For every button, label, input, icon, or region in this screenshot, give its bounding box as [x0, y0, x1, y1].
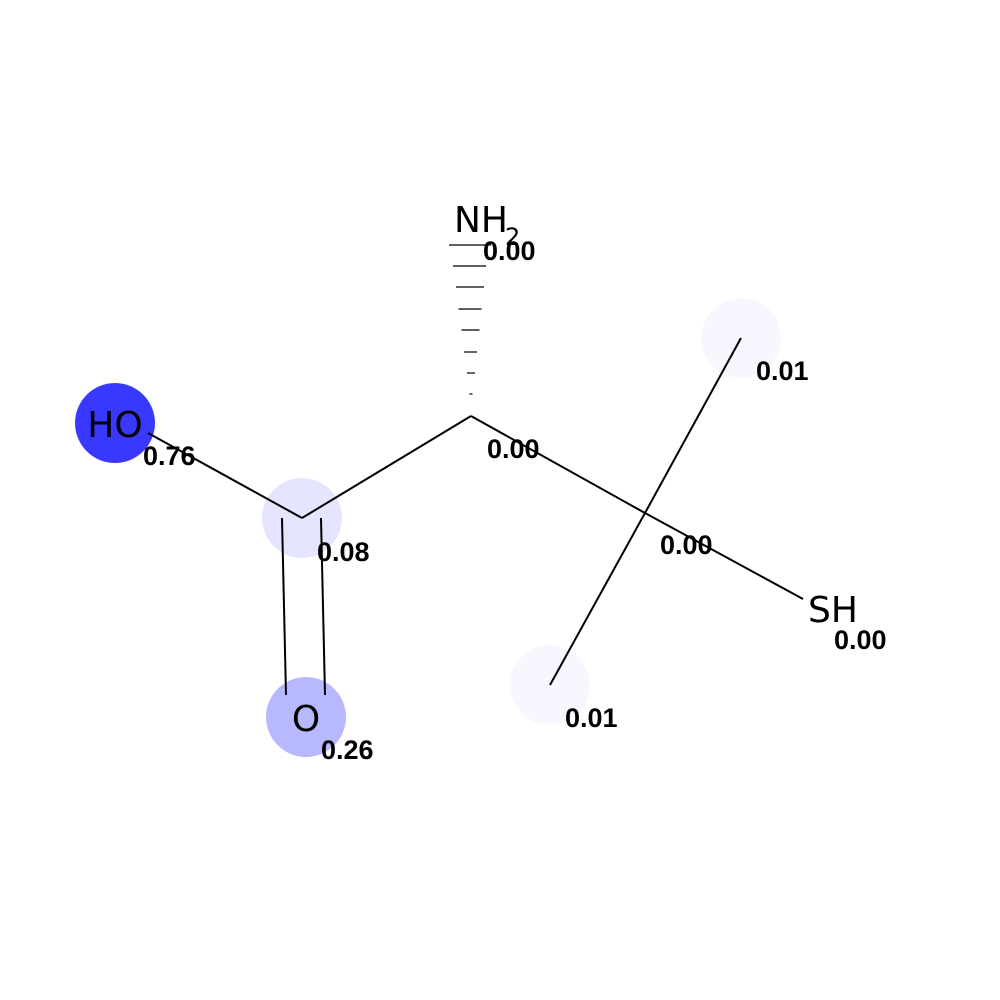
- value-label-carbonyl-oxygen: 0.26: [321, 735, 374, 765]
- atom-label-carbonyl-oxygen: O: [292, 699, 320, 740]
- atom-label-thiol: SH: [808, 590, 858, 631]
- bond-cquat-sh: [644, 512, 804, 600]
- value-label-thiol: 0.00: [834, 625, 887, 655]
- bond-c-calpha: [301, 415, 472, 519]
- value-label-alpha-carbon: 0.00: [487, 434, 540, 464]
- value-label-quaternary-carbon: 0.00: [660, 530, 713, 560]
- bond-cquat-methyl-top: [644, 337, 742, 514]
- atom-label-hydroxyl: HO: [87, 405, 142, 446]
- value-label-methyl-top: 0.01: [756, 356, 809, 386]
- hashed-wedge-bond: [449, 244, 491, 395]
- bond-c-o-double-b: [320, 517, 326, 696]
- atom-label-amine-subscript: 2: [505, 223, 520, 251]
- bond-calpha-cquat: [470, 415, 646, 514]
- bond-c-o-double-a: [281, 517, 287, 696]
- highlight-carbonyl-oxygen: [266, 677, 346, 757]
- highlight-hydroxyl: [75, 383, 155, 463]
- bond-cquat-methyl-bottom: [549, 512, 646, 686]
- value-label-hydroxyl: 0.76: [143, 441, 196, 471]
- bond-ho-c: [147, 432, 303, 519]
- atom-label-amine: NH: [454, 200, 508, 241]
- value-label-methyl-bottom: 0.01: [565, 703, 618, 733]
- value-label-carboxyl-carbon: 0.08: [317, 537, 370, 567]
- value-label-amine: 0.00: [483, 236, 536, 266]
